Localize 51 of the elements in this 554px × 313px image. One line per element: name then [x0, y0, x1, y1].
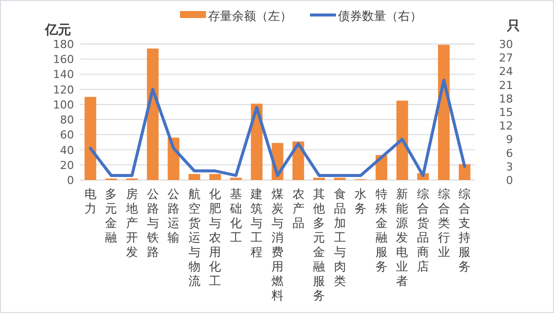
bar: [458, 164, 470, 180]
y2-tick-label: 18: [499, 92, 513, 106]
x-tick-label: 航空货运与物流: [188, 187, 200, 288]
y-tick-label: 20: [60, 158, 74, 172]
y2-axis-title: 只: [506, 19, 520, 34]
x-tick-label: 化肥与农用化工: [209, 187, 222, 288]
bar: [188, 174, 200, 180]
x-tick-label: 多元金融: [105, 187, 118, 244]
y2-tick-label: 12: [499, 120, 513, 133]
x-tick-label: 水务: [354, 187, 367, 216]
x-tick-label: 特殊金融服务: [375, 187, 388, 274]
x-tick-label: 建筑与工程: [250, 187, 263, 259]
x-tick-label: 煤炭与消费用燃料: [272, 187, 284, 302]
y2-tick-label: 24: [499, 65, 513, 78]
bar: [84, 96, 96, 180]
y2-tick-label: 9: [506, 133, 513, 146]
x-tick-label: 公路运输: [168, 187, 180, 244]
legend-label: 债券数量（右）: [338, 9, 422, 23]
y2-tick-label: 21: [499, 78, 513, 92]
x-tick-label: 其他多元金融服务: [313, 187, 326, 302]
bar: [146, 48, 159, 180]
y-tick-label: 180: [53, 38, 74, 51]
line-series: [88, 78, 466, 177]
bar: [396, 100, 408, 180]
x-tick-label: 电力: [84, 187, 96, 216]
y2-tick-label: 6: [506, 146, 513, 160]
y-tick-label: 140: [53, 68, 74, 82]
x-tick-label: 综合支持服务: [458, 187, 471, 274]
y2-tick-label: 30: [499, 38, 513, 51]
y-tick-label: 120: [53, 83, 74, 96]
x-tick-label: 新能源发电业者: [396, 187, 408, 288]
y2-tick-label: 27: [499, 52, 513, 65]
y-axis-title: 亿元: [44, 23, 71, 38]
y-tick-label: 0: [67, 174, 74, 187]
x-tick-label: 综合货品商店: [417, 187, 430, 274]
y-tick-label: 100: [53, 98, 74, 112]
x-tick-label: 公路与铁路: [146, 187, 159, 259]
y2-tick-label: 15: [499, 106, 513, 119]
y-tick-label: 160: [53, 53, 74, 66]
y2-tick-label: 0: [506, 174, 513, 187]
y2-tick-label: 3: [506, 160, 513, 174]
y-tick-label: 40: [60, 144, 74, 157]
y-tick-label: 60: [60, 128, 74, 142]
x-tick-label: 食品加工与肉类: [334, 187, 346, 288]
bar: [209, 174, 221, 180]
legend-label: 存量余额（左）: [208, 9, 292, 23]
x-tick-label: 基础化工: [228, 187, 242, 244]
x-tick-label: 农产品: [292, 187, 304, 230]
x-tick-label: 综合类行业: [438, 187, 450, 259]
y-tick-label: 80: [60, 114, 74, 127]
x-tick-label: 房地产开发: [124, 187, 138, 259]
